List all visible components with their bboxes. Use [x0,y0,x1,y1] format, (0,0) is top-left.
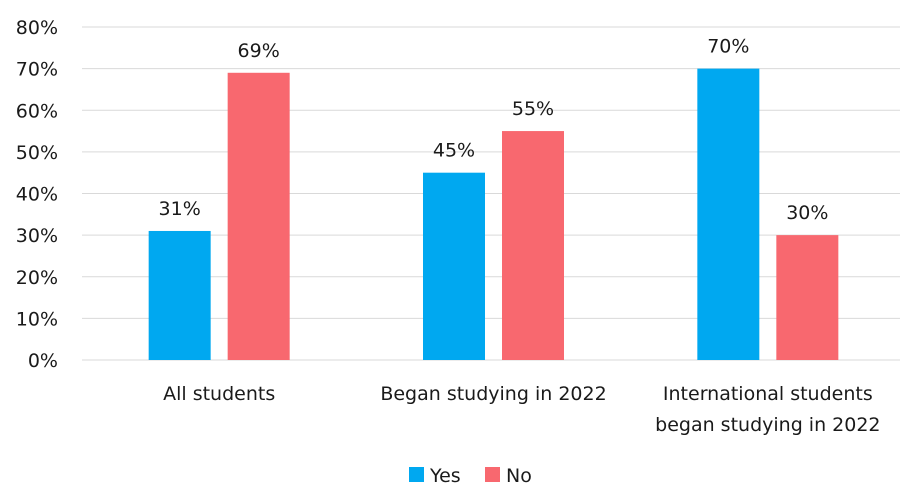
data-label-yes: 31% [159,198,201,220]
legend-label-yes: Yes [429,465,461,487]
y-tick-label: 80% [16,17,58,39]
y-tick-label: 60% [16,100,58,122]
bar-no [776,235,839,360]
legend: Yes No [409,465,532,487]
y-tick-label: 30% [16,225,58,247]
data-label-no: 69% [238,40,280,62]
legend-swatch-no [485,467,500,482]
y-tick-label: 40% [16,184,58,206]
y-tick-label: 70% [16,59,58,81]
legend-label-no: No [506,465,532,487]
category-label: All students [163,383,275,405]
data-label-no: 55% [512,98,554,120]
bar-yes [423,172,485,360]
bar-no [502,131,564,360]
legend-swatch-yes [409,467,424,482]
data-labels: 31% 69% 45% 55% 70% 30% [159,36,829,225]
data-label-yes: 70% [707,36,749,58]
category-label: began studying in 2022 [655,414,880,436]
category-label: International students [663,383,873,405]
y-axis-ticks: 0% 10% 20% 30% 40% 50% 60% 70% 80% [16,17,58,372]
bar-yes [697,68,760,360]
y-tick-label: 50% [16,142,58,164]
y-tick-label: 10% [16,308,58,330]
grid [82,26,900,361]
bar-yes [148,230,211,360]
bars [148,68,839,360]
y-tick-label: 0% [28,350,58,372]
data-label-yes: 45% [433,140,475,162]
data-label-no: 30% [786,202,828,224]
bar-no [227,72,290,360]
x-axis-categories: All students Began studying in 2022 Intern… [163,383,880,436]
category-label: Began studying in 2022 [380,383,606,405]
y-tick-label: 20% [16,267,58,289]
